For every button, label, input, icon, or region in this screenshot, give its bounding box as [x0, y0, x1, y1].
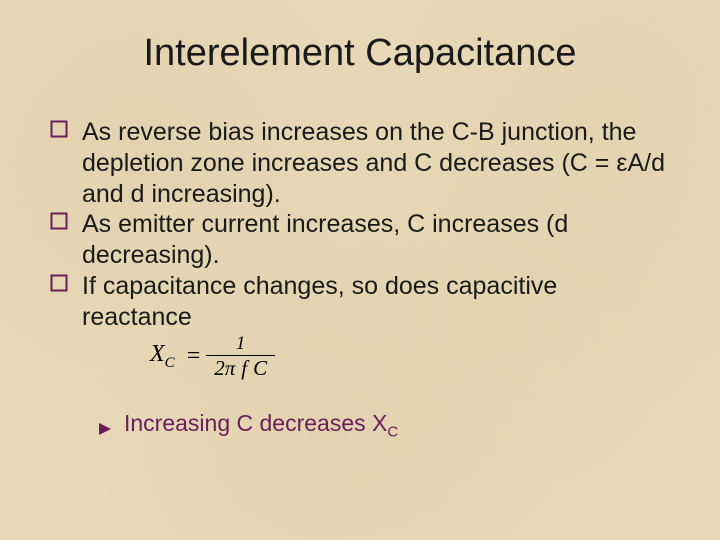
- square-bullet-rect: [52, 275, 67, 290]
- sub-bullet-item: Increasing C decreases XC: [98, 410, 670, 441]
- bullet-text: If capacitance changes, so does capaciti…: [82, 272, 557, 331]
- formula-numerator: 1: [230, 334, 252, 355]
- formula-lhs: XC: [150, 341, 175, 372]
- formula-equals: =: [187, 343, 201, 370]
- formula-var-x: X: [150, 341, 165, 367]
- bullet-item: As reverse bias increases on the C-B jun…: [50, 117, 670, 209]
- sub-bullet-text: Increasing C decreases XC: [124, 410, 398, 436]
- formula-sub-c: C: [165, 355, 175, 371]
- den-f: f: [241, 356, 247, 380]
- formula-container: XC = 1 2πfC: [150, 334, 670, 388]
- den-c: C: [253, 356, 267, 380]
- square-bullet-rect: [52, 122, 67, 137]
- formula-fraction: 1 2πfC: [206, 334, 275, 379]
- bullet-text: As emitter current increases, C increase…: [82, 210, 568, 269]
- bullet-item: If capacitance changes, so does capaciti…: [50, 271, 670, 333]
- den-pi: π: [225, 356, 236, 380]
- den-two: 2: [214, 356, 225, 380]
- triangle-bullet-icon: [98, 415, 112, 429]
- slide-title: Interelement Capacitance: [50, 32, 670, 75]
- square-bullet-icon: [50, 274, 68, 292]
- triangle-bullet-shape: [99, 423, 111, 435]
- bullet-item: As emitter current increases, C increase…: [50, 209, 670, 271]
- reactance-formula: XC = 1 2πfC: [150, 334, 670, 379]
- square-bullet-rect: [52, 214, 67, 229]
- square-bullet-icon: [50, 212, 68, 230]
- sub-bullet-sub: C: [387, 424, 398, 441]
- bullet-text: As reverse bias increases on the C-B jun…: [82, 118, 665, 208]
- formula-denominator: 2πfC: [206, 355, 275, 379]
- square-bullet-icon: [50, 120, 68, 138]
- sub-bullet-prefix: Increasing C decreases X: [124, 410, 387, 436]
- slide-container: Interelement Capacitance As reverse bias…: [0, 0, 720, 540]
- bullet-list: As reverse bias increases on the C-B jun…: [50, 117, 670, 332]
